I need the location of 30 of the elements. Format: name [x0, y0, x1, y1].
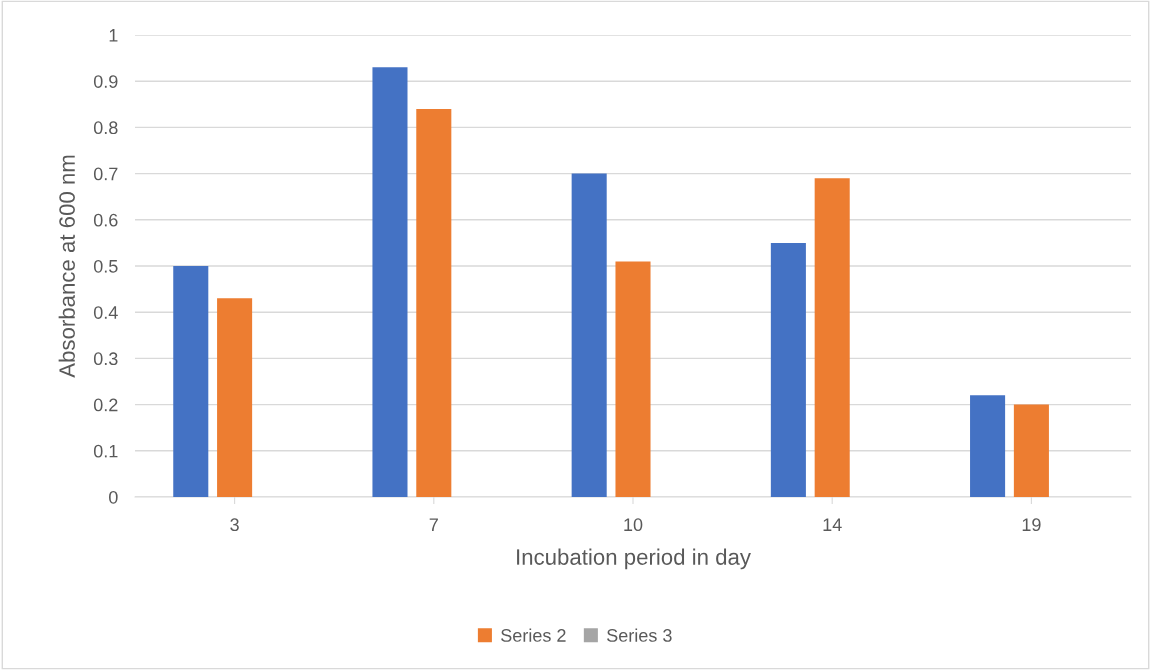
bar	[770, 242, 806, 497]
y-tick-label: 0.6	[93, 213, 118, 227]
bar	[571, 173, 607, 497]
y-tick-label: 0.9	[93, 75, 118, 88]
x-axis-title: Incubation period in day	[517, 548, 751, 570]
y-tick-label: 0.1	[93, 444, 118, 458]
bar	[217, 298, 253, 497]
legend-label: Series 3	[607, 628, 672, 642]
bar	[372, 67, 408, 497]
y-tick-label: 0.8	[93, 121, 118, 135]
bar	[615, 261, 651, 497]
x-tick-label: 7	[429, 518, 438, 531]
x-tick-label: 14	[823, 518, 842, 531]
x-tick-label: 10	[624, 518, 643, 532]
bar	[814, 178, 850, 497]
y-tick-label: 0.3	[93, 352, 118, 366]
y-axis-title: Absorbance at 600 nm	[58, 155, 75, 378]
y-tick-label: 1	[109, 29, 118, 42]
x-tick-label: 3	[230, 518, 239, 532]
bar	[1013, 404, 1049, 497]
y-tick-label: 0.4	[93, 306, 118, 319]
x-tick-label: 19	[1022, 518, 1041, 532]
y-tick-label: 0	[109, 490, 118, 504]
y-tick-label: 0.2	[93, 398, 118, 412]
bar	[173, 266, 209, 497]
legend-label: Series 2	[501, 628, 566, 642]
bar	[970, 395, 1006, 497]
bar	[416, 108, 452, 497]
y-tick-label: 0.7	[93, 167, 118, 181]
y-tick-label: 0.5	[93, 259, 118, 273]
